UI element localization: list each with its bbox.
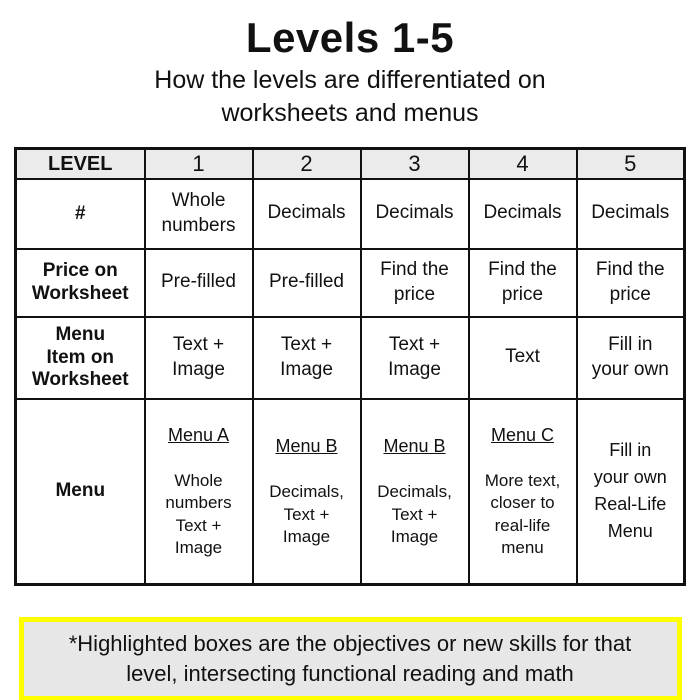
level-3-header: 3 bbox=[359, 147, 470, 180]
table-cell: Text + Image bbox=[359, 315, 470, 400]
level-1-header: 1 bbox=[143, 147, 254, 180]
table-cell: Fill in your own Real-Life Menu bbox=[575, 397, 686, 586]
table-cell: Pre-filled bbox=[251, 247, 362, 318]
row-price-on-worksheet: Price on Worksheet Pre-filled Pre-filled… bbox=[14, 247, 686, 318]
menu-a-title: Menu A bbox=[167, 424, 230, 445]
table-cell: Menu C More text, closer to real-life me… bbox=[467, 397, 578, 586]
level-5-header: 5 bbox=[575, 147, 686, 180]
menu-b-title: Menu B bbox=[383, 435, 446, 456]
menu-description: Decimals, Text + Image bbox=[269, 482, 344, 546]
table-cell: Whole numbers bbox=[143, 177, 254, 250]
table-cell: Text + Image bbox=[143, 315, 254, 400]
page: Levels 1-5 How the levels are differenti… bbox=[0, 14, 700, 700]
table-cell: Decimals bbox=[575, 177, 686, 250]
menu-description: More text, closer to real-life menu bbox=[484, 471, 561, 557]
table-cell: Fill in your own bbox=[575, 315, 686, 400]
menu-description: Decimals, Text + Image bbox=[377, 482, 452, 546]
level-4-header: 4 bbox=[467, 147, 578, 180]
table-cell: Decimals bbox=[467, 177, 578, 250]
table-cell: Menu B Decimals, Text + Image bbox=[359, 397, 470, 586]
row-menu-item-on-worksheet: Menu Item on Worksheet Text + Image Text… bbox=[14, 315, 686, 400]
menu-description: Whole numbers Text + Image bbox=[165, 471, 232, 557]
levels-table: LEVEL 1 2 3 4 5 # Whole numbers Decimals… bbox=[14, 147, 686, 586]
row-number-type: # Whole numbers Decimals Decimals Decima… bbox=[14, 177, 686, 250]
row-label-price: Price on Worksheet bbox=[14, 247, 146, 318]
table-cell: Decimals bbox=[251, 177, 362, 250]
table-cell: Text + Image bbox=[251, 315, 362, 400]
table-cell: Decimals bbox=[359, 177, 470, 250]
table-cell: Text bbox=[467, 315, 578, 400]
row-label-menu-item: Menu Item on Worksheet bbox=[14, 315, 146, 400]
table-header-row: LEVEL 1 2 3 4 5 bbox=[14, 147, 686, 180]
level-header-cell: LEVEL bbox=[14, 147, 146, 180]
table-cell: Find the price bbox=[575, 247, 686, 318]
row-label-number: # bbox=[14, 177, 146, 250]
table-cell: Menu B Decimals, Text + Image bbox=[251, 397, 362, 586]
table-cell: Menu A Whole numbers Text + Image bbox=[143, 397, 254, 586]
level-2-header: 2 bbox=[251, 147, 362, 180]
row-menu: Menu Menu A Whole numbers Text + Image M… bbox=[14, 397, 686, 586]
menu-b-title: Menu B bbox=[275, 435, 338, 456]
page-subtitle: How the levels are differentiated on wor… bbox=[154, 66, 546, 127]
footnote: *Highlighted boxes are the objectives or… bbox=[18, 616, 682, 700]
table-cell: Find the price bbox=[467, 247, 578, 318]
table-cell: Find the price bbox=[359, 247, 470, 318]
row-label-menu: Menu bbox=[14, 397, 146, 586]
page-title: Levels 1-5 bbox=[245, 14, 455, 61]
menu-c-title: Menu C bbox=[490, 424, 555, 445]
table-cell: Pre-filled bbox=[143, 247, 254, 318]
